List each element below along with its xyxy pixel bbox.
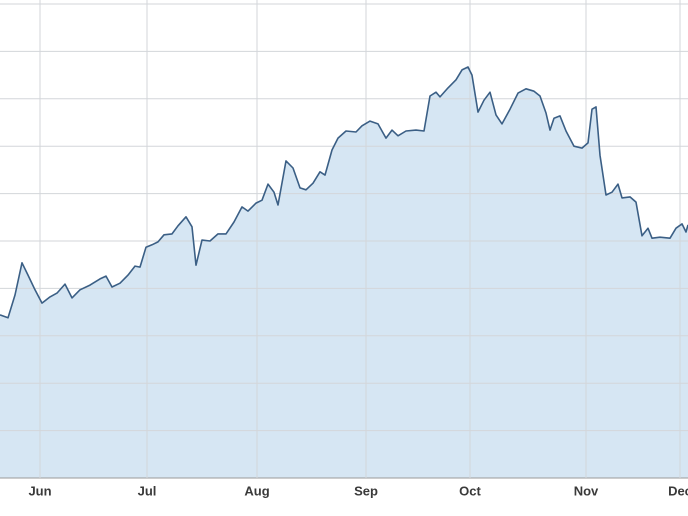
- x-tick-label: Oct: [459, 483, 481, 498]
- x-tick-label: Aug: [244, 483, 269, 498]
- x-tick-label: Nov: [574, 483, 599, 498]
- line: [0, 66, 688, 319]
- x-tick-label: Sep: [354, 483, 378, 498]
- x-tick-label: Jun: [28, 483, 51, 498]
- x-tick-label: Dec: [668, 483, 688, 498]
- area-fill: [0, 67, 688, 478]
- x-tick-label: Jul: [138, 483, 157, 498]
